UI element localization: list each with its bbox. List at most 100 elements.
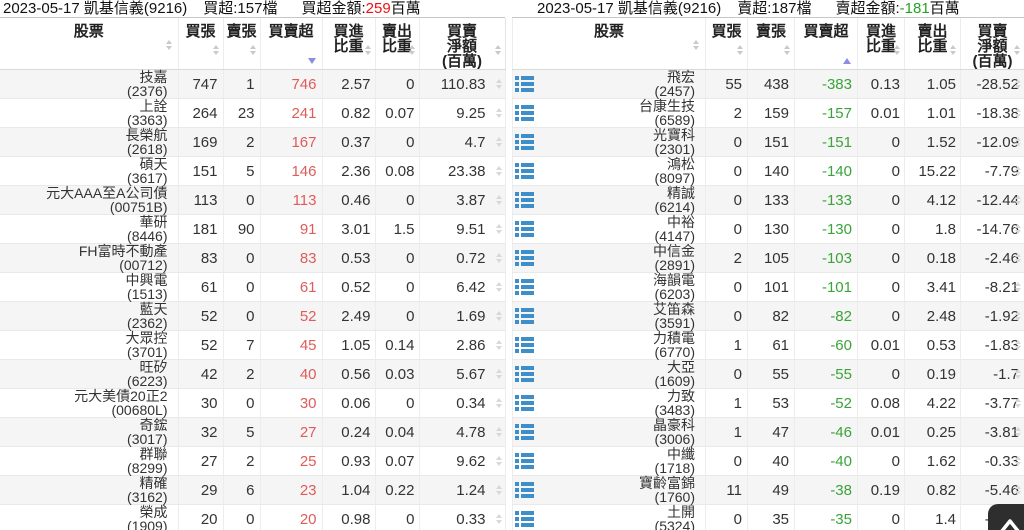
list-icon[interactable]: [515, 395, 534, 411]
buy-lots-cell: 55: [705, 69, 748, 99]
list-icon[interactable]: [515, 482, 534, 498]
header-stock[interactable]: 股票: [0, 18, 179, 70]
scroll-top-button[interactable]: [988, 504, 1024, 530]
buy-ratio-cell: 2.36: [322, 156, 376, 186]
net-amount-cell: 0.34: [419, 388, 506, 418]
sell-lots-cell: 105: [747, 243, 795, 273]
sell-ratio-cell: 0.14: [375, 330, 420, 360]
updown-arrow-icon: [495, 398, 504, 408]
list-icon[interactable]: [515, 192, 534, 208]
updown-arrow-icon: [1015, 485, 1023, 495]
net-lots-cell: 83: [260, 243, 323, 273]
stock-cell: FH富時不動產 (00712): [0, 243, 179, 273]
list-icon[interactable]: [515, 163, 534, 179]
net-lots-cell: -46: [794, 417, 858, 447]
stock-cell: 元大AAA至A公司債 (00751B): [0, 185, 179, 215]
header-net-amount[interactable]: 買賣 淨額 (百萬): [419, 18, 506, 70]
stock-name: 中信金: [653, 243, 695, 259]
net-lots-cell: -151: [794, 127, 858, 157]
updown-arrow-icon: [495, 79, 504, 89]
list-icon[interactable]: [515, 366, 534, 382]
stock-cell: 中信金 (2891): [512, 243, 706, 273]
list-icon[interactable]: [515, 221, 534, 237]
buy-ratio-cell: 0.52: [322, 272, 376, 302]
updown-arrow-icon: [1015, 79, 1023, 89]
list-icon[interactable]: [515, 337, 534, 353]
net-amount-cell: 9.25: [419, 98, 506, 128]
sell-ratio-cell: 1.52: [904, 127, 961, 157]
sort-icon: [408, 45, 417, 55]
header-stock[interactable]: 股票: [512, 18, 706, 70]
stock-cell: 中裕 (4147): [512, 214, 706, 244]
updown-arrow-icon: [1015, 195, 1023, 205]
sell-lots-cell: 61: [747, 330, 795, 360]
sell-ratio-cell: 0.03: [375, 359, 420, 389]
header-net-lots[interactable]: 買賣超: [260, 18, 323, 70]
stock-code: (3162): [127, 489, 168, 505]
net-sell-title: 2023-05-17 凱基信義(9216) 賣超:187檔 賣超金額:-181百萬: [512, 0, 1024, 18]
sell-lots-cell: 1: [223, 69, 261, 99]
list-icon[interactable]: [515, 250, 534, 266]
net-lots-cell: 20: [260, 504, 323, 530]
updown-arrow-icon: [1015, 282, 1023, 292]
list-icon[interactable]: [515, 308, 534, 324]
sell-ratio-cell: 1.05: [904, 69, 961, 99]
header-net-lots[interactable]: 買賣超: [794, 18, 858, 70]
buy-lots-cell: 0: [705, 301, 748, 331]
stock-name: 上詮: [139, 98, 168, 114]
net-amount-cell: -3.81: [960, 417, 1024, 447]
stock-row: 榮成 (1909) 20 0 20 0.98 0 0.33: [0, 504, 506, 530]
updown-arrow-icon: [495, 195, 504, 205]
updown-arrow-icon: [495, 514, 504, 524]
stock-name: 華研: [139, 214, 168, 230]
net-lots-cell: -133: [794, 185, 858, 215]
list-icon[interactable]: [515, 76, 534, 92]
net-amount-cell: 1.69: [419, 301, 506, 331]
stock-code: (1609): [654, 373, 695, 389]
header-sell-ratio[interactable]: 賣出 比重: [375, 18, 420, 70]
stock-row: 中興電 (1513) 61 0 61 0.52 0 6.42: [0, 272, 506, 302]
header-buy-ratio[interactable]: 買進 比重: [857, 18, 905, 70]
header-sell-lots[interactable]: 賣張: [747, 18, 795, 70]
stock-name: 晶豪科: [653, 417, 695, 433]
list-icon[interactable]: [515, 453, 534, 469]
header-sell-lots[interactable]: 賣張: [223, 18, 261, 70]
stock-cell: 海韻電 (6203): [512, 272, 706, 302]
buy-lots-cell: 2: [705, 243, 748, 273]
buy-lots-cell: 11: [705, 475, 748, 505]
header-buy-lots[interactable]: 買張: [178, 18, 224, 70]
stock-name: 土開: [667, 504, 695, 520]
header-buy-lots[interactable]: 買張: [705, 18, 748, 70]
list-icon[interactable]: [515, 511, 534, 527]
sell-lots-cell: 49: [747, 475, 795, 505]
chevron-up-icon: [988, 509, 1024, 530]
buy-ratio-cell: 0.06: [322, 388, 376, 418]
sell-count-label: 賣超:187檔: [737, 0, 812, 17]
net-lots-cell: -101: [794, 272, 858, 302]
sort-icon: [364, 45, 373, 55]
header-buy-ratio[interactable]: 買進 比重: [322, 18, 376, 70]
buy-ratio-cell: 0.01: [857, 98, 905, 128]
stock-cell: 奇鋐 (3017): [0, 417, 179, 447]
stock-cell: 力致 (3483): [512, 388, 706, 418]
header-sell-ratio[interactable]: 賣出 比重: [904, 18, 961, 70]
sell-lots-cell: 90: [223, 214, 261, 244]
net-lots-cell: -383: [794, 69, 858, 99]
updown-arrow-icon: [1015, 398, 1023, 408]
buy-lots-cell: 27: [178, 446, 224, 476]
stock-cell: 艾笛森 (3591): [512, 301, 706, 331]
buy-lots-cell: 0: [705, 185, 748, 215]
list-icon[interactable]: [515, 424, 534, 440]
stock-cell: 元大美債20正2 (00680L): [0, 388, 179, 418]
list-icon[interactable]: [515, 279, 534, 295]
stock-cell: 旺矽 (6223): [0, 359, 179, 389]
net-amount-cell: -5.46: [960, 475, 1024, 505]
net-lots-cell: 27: [260, 417, 323, 447]
list-icon[interactable]: [515, 134, 534, 150]
net-lots-cell: 52: [260, 301, 323, 331]
buy-ratio-cell: 0: [857, 272, 905, 302]
header-net-amount[interactable]: 買賣 淨額 (百萬): [960, 18, 1024, 70]
stock-row: 中信金 (2891) 2 105 -103 0 0.18 -2.46: [512, 243, 1024, 273]
list-icon[interactable]: [515, 105, 534, 121]
stock-name: 大亞: [667, 359, 695, 375]
